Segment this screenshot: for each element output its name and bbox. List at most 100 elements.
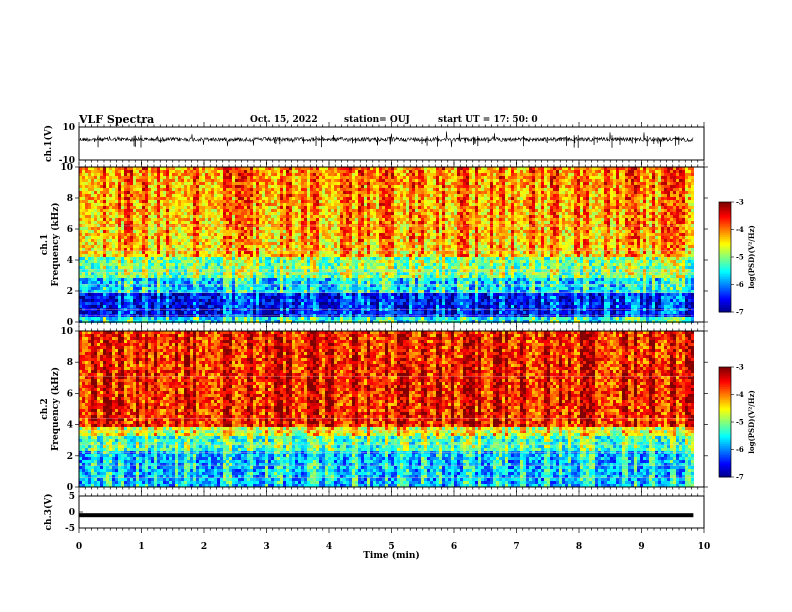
ch1-spectrogram-cell	[259, 251, 262, 254]
ch1-spectrogram-cell	[166, 203, 169, 206]
ch1-spectrogram-cell	[97, 257, 100, 260]
ch1-spectrogram-cell	[223, 182, 226, 185]
ch1-spectrogram-cell	[103, 167, 106, 170]
ch1-spectrogram-cell	[187, 266, 190, 269]
ch1-spectrogram-cell	[337, 311, 340, 314]
ch1-spectrogram-cell	[133, 302, 136, 305]
ch1-spectrogram-cell	[175, 317, 178, 320]
ch1-spectrogram-cell	[127, 236, 130, 239]
ch1-spectrogram-cell	[280, 239, 283, 242]
ch1-spectrogram-cell	[262, 221, 265, 224]
ch1-spectrogram-cell	[208, 230, 211, 233]
ch1-spectrogram-cell	[154, 272, 157, 275]
ch1-spectrogram-cell	[139, 185, 142, 188]
ch1-spectrogram-cell	[187, 191, 190, 194]
ch1-spectrogram-cell	[265, 305, 268, 308]
ch1-spectrogram-cell	[79, 311, 82, 314]
ch1-spectrogram-cell	[292, 200, 295, 203]
ch1-spectrogram-cell	[181, 209, 184, 212]
ch1-spectrogram-cell	[331, 290, 334, 293]
ch1-spectrogram-cell	[175, 269, 178, 272]
ch1-spectrogram-cell	[115, 257, 118, 260]
ch1-spectrogram-cell	[256, 170, 259, 173]
ch1-spectrogram-cell	[310, 179, 313, 182]
ch1-spectrogram-cell	[169, 293, 172, 296]
ch1-spectrogram-cell	[259, 179, 262, 182]
ch1-spectrogram-cell	[262, 173, 265, 176]
ch1-spectrogram-cell	[241, 314, 244, 317]
ch1-spectrogram-cell	[259, 242, 262, 245]
ch1-spectrogram-cell	[103, 275, 106, 278]
ch1-spectrogram-cell	[211, 251, 214, 254]
ch1-spectrogram-cell	[337, 194, 340, 197]
ch1-spectrogram-cell	[109, 314, 112, 317]
ch1-spectrogram-cell	[175, 257, 178, 260]
ch1-spectrogram-cell	[271, 212, 274, 215]
ch1-spectrogram-cell	[265, 227, 268, 230]
ch1-spectrogram-cell	[238, 269, 241, 272]
ch1-spectrogram-cell	[130, 251, 133, 254]
ch1-spectrogram-cell	[217, 200, 220, 203]
ch1-spectrogram-cell	[175, 293, 178, 296]
ch1-spectrogram-cell	[310, 245, 313, 248]
ch1-spectrogram-cell	[223, 290, 226, 293]
ch1-spectrogram-cell	[235, 317, 238, 320]
ch1-spectrogram-cell	[343, 185, 346, 188]
ch1-spectrogram-cell	[310, 239, 313, 242]
ch1-spectrogram-cell	[109, 212, 112, 215]
ch1-spectrogram-cell	[133, 254, 136, 257]
ch1-spectrogram-cell	[175, 296, 178, 299]
ch1-spectrogram-cell	[205, 170, 208, 173]
ch1-spectrogram-cell	[130, 311, 133, 314]
ch1-spectrogram-cell	[79, 266, 82, 269]
ch1-spectrogram-cell	[253, 260, 256, 263]
ch1-spectrogram-cell	[259, 200, 262, 203]
ch1-spectrogram-cell	[151, 227, 154, 230]
ch1-spectrogram-cell	[268, 215, 271, 218]
ch1-spectrogram-cell	[244, 230, 247, 233]
ch1-spectrogram-cell	[127, 173, 130, 176]
ch1-spectrogram-cell	[259, 269, 262, 272]
ch1-spectrogram-cell	[316, 173, 319, 176]
ch1-spectrogram-cell	[94, 236, 97, 239]
ch1-spectrogram-cell	[310, 224, 313, 227]
ch1-spectrogram-cell	[283, 284, 286, 287]
ch1-spectrogram-cell	[334, 251, 337, 254]
ch1-spectrogram-cell	[205, 314, 208, 317]
ch1-spectrogram-cell	[286, 317, 289, 320]
ch1-spectrogram-cell	[235, 224, 238, 227]
ch1-spectrogram-cell	[112, 224, 115, 227]
ch1-spectrogram-cell	[112, 290, 115, 293]
ch1-spectrogram-cell	[241, 275, 244, 278]
ch1-spectrogram-cell	[91, 176, 94, 179]
ch1-spectrogram-cell	[226, 236, 229, 239]
ch1-spectrogram-cell	[241, 203, 244, 206]
ch1-spectrogram-cell	[151, 203, 154, 206]
ch1-spectrogram-cell	[262, 179, 265, 182]
ch1-spectrogram-cell	[106, 299, 109, 302]
ch1-spectrogram-cell	[133, 230, 136, 233]
ch1-spectrogram-cell	[100, 281, 103, 284]
ch1-spectrogram-cell	[196, 266, 199, 269]
ch1-spectrogram-cell	[313, 203, 316, 206]
ch1-spectrogram-cell	[118, 290, 121, 293]
ch1-spectrogram-cell	[337, 197, 340, 200]
ch1-spectrogram-cell	[223, 311, 226, 314]
ch1-spectrogram-cell	[196, 191, 199, 194]
ch1-spectrogram-cell	[352, 170, 355, 173]
ch1-spectrogram-cell	[109, 221, 112, 224]
ch1-spectrogram-cell	[193, 281, 196, 284]
ch1-spectrogram-cell	[157, 269, 160, 272]
ch1-spectrogram-cell	[142, 263, 145, 266]
ch1-spectrogram-cell	[274, 182, 277, 185]
ch1-spectrogram-cell	[226, 200, 229, 203]
ch1-spectrogram-cell	[328, 257, 331, 260]
ch1-spectrogram-cell	[160, 251, 163, 254]
ch1-spectrogram-cell	[337, 233, 340, 236]
ch1-spectrogram-cell	[151, 284, 154, 287]
ch1-spectrogram-cell	[79, 233, 82, 236]
ch1-spectrogram-cell	[154, 248, 157, 251]
ch1-spectrogram-cell	[169, 185, 172, 188]
ch1-spectrogram-cell	[100, 287, 103, 290]
ch1-spectrogram-cell	[178, 215, 181, 218]
